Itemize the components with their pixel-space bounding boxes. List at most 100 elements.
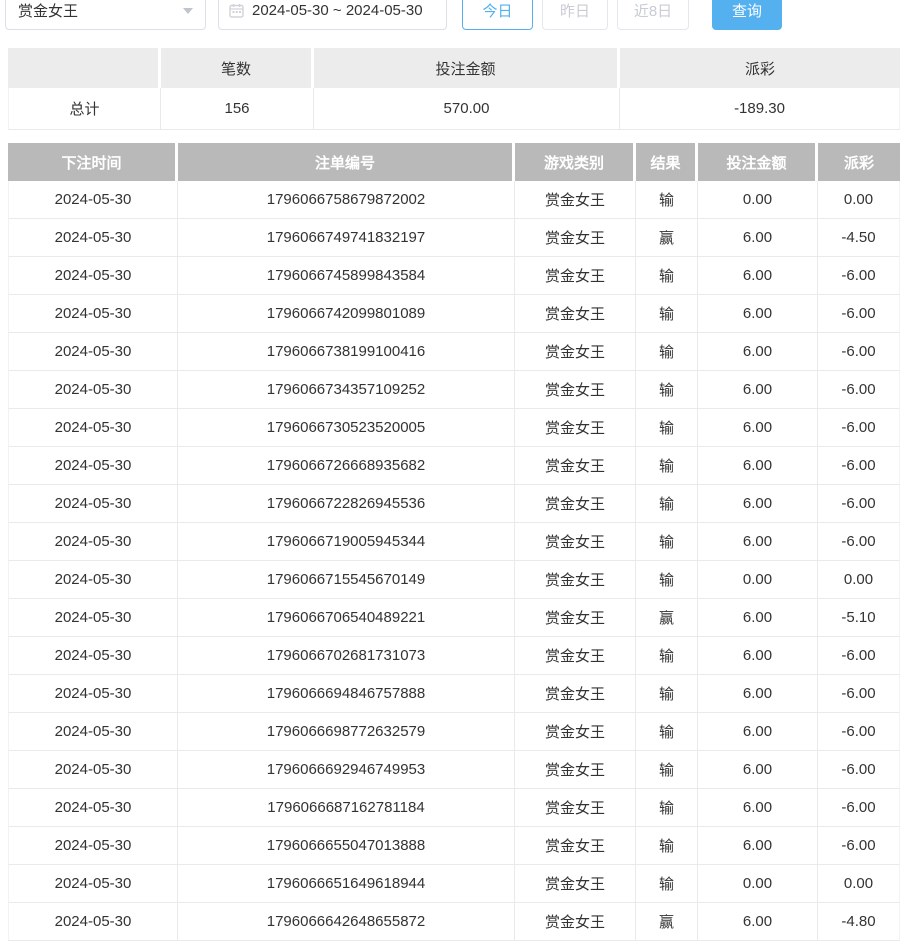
game-type-cell: 赏金女王 [515, 409, 636, 447]
game-type-cell: 赏金女王 [515, 751, 636, 789]
table-row: 2024-05-30 1796066719005945344 赏金女王输 6.00 -6… [8, 523, 900, 561]
result-cell: 输 [636, 523, 698, 561]
table-row: 2024-05-30 1796066726668935682 赏金女王输 6.00 -6… [8, 447, 900, 485]
result-cell: 输 [636, 789, 698, 827]
result-cell: 输 [636, 637, 698, 675]
query-button[interactable]: 查询 [712, 0, 782, 30]
bet-time-cell: 2024-05-30 [8, 599, 178, 637]
bet-id-cell: 1796066745899843584 [178, 257, 515, 295]
bet-time-cell: 2024-05-30 [8, 713, 178, 751]
summary-payout-value: -189.30 [620, 88, 900, 130]
result-cell: 赢 [636, 903, 698, 941]
summary-header-blank [8, 48, 161, 88]
payout-cell: -6.00 [818, 827, 900, 865]
bet-id-cell: 1796066730523520005 [178, 409, 515, 447]
table-row: 2024-05-30 1796066698772632579 赏金女王输 6.00 -6… [8, 713, 900, 751]
bet-amount-cell: 6.00 [698, 599, 818, 637]
bet-amount-cell: 6.00 [698, 447, 818, 485]
payout-cell: 0.00 [818, 561, 900, 599]
payout-cell: -6.00 [818, 371, 900, 409]
summary-table: 笔数 投注金额 派彩 总计 156 570.00 -189.30 [8, 48, 900, 130]
bet-id-cell: 1796066749741832197 [178, 219, 515, 257]
bet-id-cell: 1796066655047013888 [178, 827, 515, 865]
payout-cell: -6.00 [818, 295, 900, 333]
result-cell: 输 [636, 485, 698, 523]
payout-cell: 0.00 [818, 865, 900, 903]
payout-cell: -6.00 [818, 485, 900, 523]
bet-time-cell: 2024-05-30 [8, 789, 178, 827]
bet-amount-cell: 6.00 [698, 713, 818, 751]
header-payout: 派彩 [818, 143, 900, 181]
game-type-cell: 赏金女王 [515, 789, 636, 827]
bet-amount-cell: 6.00 [698, 295, 818, 333]
result-cell: 输 [636, 181, 698, 219]
bet-id-cell: 1796066687162781184 [178, 789, 515, 827]
bet-id-cell: 1796066702681731073 [178, 637, 515, 675]
bet-records-table: 下注时间 注单编号 游戏类别 结果 投注金额 派彩 2024-05-30 1796… [8, 143, 900, 941]
game-type-cell: 赏金女王 [515, 599, 636, 637]
bet-amount-cell: 6.00 [698, 257, 818, 295]
date-range-input[interactable]: 2024-05-30 ~ 2024-05-30 [218, 0, 447, 30]
payout-cell: -6.00 [818, 409, 900, 447]
bet-id-cell: 1796066722826945536 [178, 485, 515, 523]
table-row: 2024-05-30 1796066734357109252 赏金女王输 6.00 -6… [8, 371, 900, 409]
summary-header-bet-amount: 投注金额 [314, 48, 620, 88]
game-type-cell: 赏金女王 [515, 219, 636, 257]
result-cell: 输 [636, 257, 698, 295]
result-cell: 输 [636, 713, 698, 751]
table-row: 2024-05-30 1796066692946749953 赏金女王输 6.00 -6… [8, 751, 900, 789]
last-8-days-button[interactable]: 近8日 [617, 0, 689, 30]
payout-cell: -5.10 [818, 599, 900, 637]
payout-cell: -6.00 [818, 447, 900, 485]
table-row: 2024-05-30 1796066758679872002 赏金女王输 0.00 0.… [8, 181, 900, 219]
game-type-cell: 赏金女王 [515, 447, 636, 485]
game-select-value: 赏金女王 [18, 3, 79, 20]
bet-amount-cell: 6.00 [698, 789, 818, 827]
bet-id-cell: 1796066706540489221 [178, 599, 515, 637]
payout-cell: -6.00 [818, 637, 900, 675]
game-type-cell: 赏金女王 [515, 827, 636, 865]
bet-time-cell: 2024-05-30 [8, 219, 178, 257]
calendar-icon [229, 3, 244, 18]
game-type-cell: 赏金女王 [515, 485, 636, 523]
summary-bet-amount-value: 570.00 [314, 88, 620, 130]
result-cell: 输 [636, 371, 698, 409]
result-cell: 赢 [636, 219, 698, 257]
bet-amount-cell: 6.00 [698, 675, 818, 713]
bet-time-cell: 2024-05-30 [8, 903, 178, 941]
summary-total-row: 总计 156 570.00 -189.30 [8, 88, 900, 130]
bet-time-cell: 2024-05-30 [8, 751, 178, 789]
yesterday-button[interactable]: 昨日 [542, 0, 608, 30]
header-bet-id: 注单编号 [178, 143, 515, 181]
bet-id-cell: 1796066651649618944 [178, 865, 515, 903]
game-type-cell: 赏金女王 [515, 637, 636, 675]
bet-time-cell: 2024-05-30 [8, 523, 178, 561]
payout-cell: -6.00 [818, 675, 900, 713]
table-row: 2024-05-30 1796066694846757888 赏金女王输 6.00 -6… [8, 675, 900, 713]
header-bet-time: 下注时间 [8, 143, 178, 181]
game-type-cell: 赏金女王 [515, 903, 636, 941]
bet-time-cell: 2024-05-30 [8, 485, 178, 523]
result-cell: 输 [636, 675, 698, 713]
payout-cell: -6.00 [818, 789, 900, 827]
bet-id-cell: 1796066742099801089 [178, 295, 515, 333]
bet-amount-cell: 6.00 [698, 827, 818, 865]
payout-cell: -6.00 [818, 333, 900, 371]
bet-time-cell: 2024-05-30 [8, 637, 178, 675]
bet-amount-cell: 6.00 [698, 637, 818, 675]
result-cell: 输 [636, 409, 698, 447]
bet-time-cell: 2024-05-30 [8, 371, 178, 409]
today-button[interactable]: 今日 [462, 0, 533, 30]
date-range-value: 2024-05-30 ~ 2024-05-30 [252, 2, 423, 19]
table-row: 2024-05-30 1796066742099801089 赏金女王输 6.00 -6… [8, 295, 900, 333]
bet-amount-cell: 6.00 [698, 523, 818, 561]
bet-id-cell: 1796066734357109252 [178, 371, 515, 409]
bet-id-cell: 1796066719005945344 [178, 523, 515, 561]
bet-table-body: 2024-05-30 1796066758679872002 赏金女王输 0.00 0.… [8, 181, 900, 941]
game-type-cell: 赏金女王 [515, 713, 636, 751]
payout-cell: -4.80 [818, 903, 900, 941]
result-cell: 输 [636, 865, 698, 903]
payout-cell: -6.00 [818, 751, 900, 789]
bet-time-cell: 2024-05-30 [8, 295, 178, 333]
game-select[interactable]: 赏金女王 [5, 0, 206, 30]
